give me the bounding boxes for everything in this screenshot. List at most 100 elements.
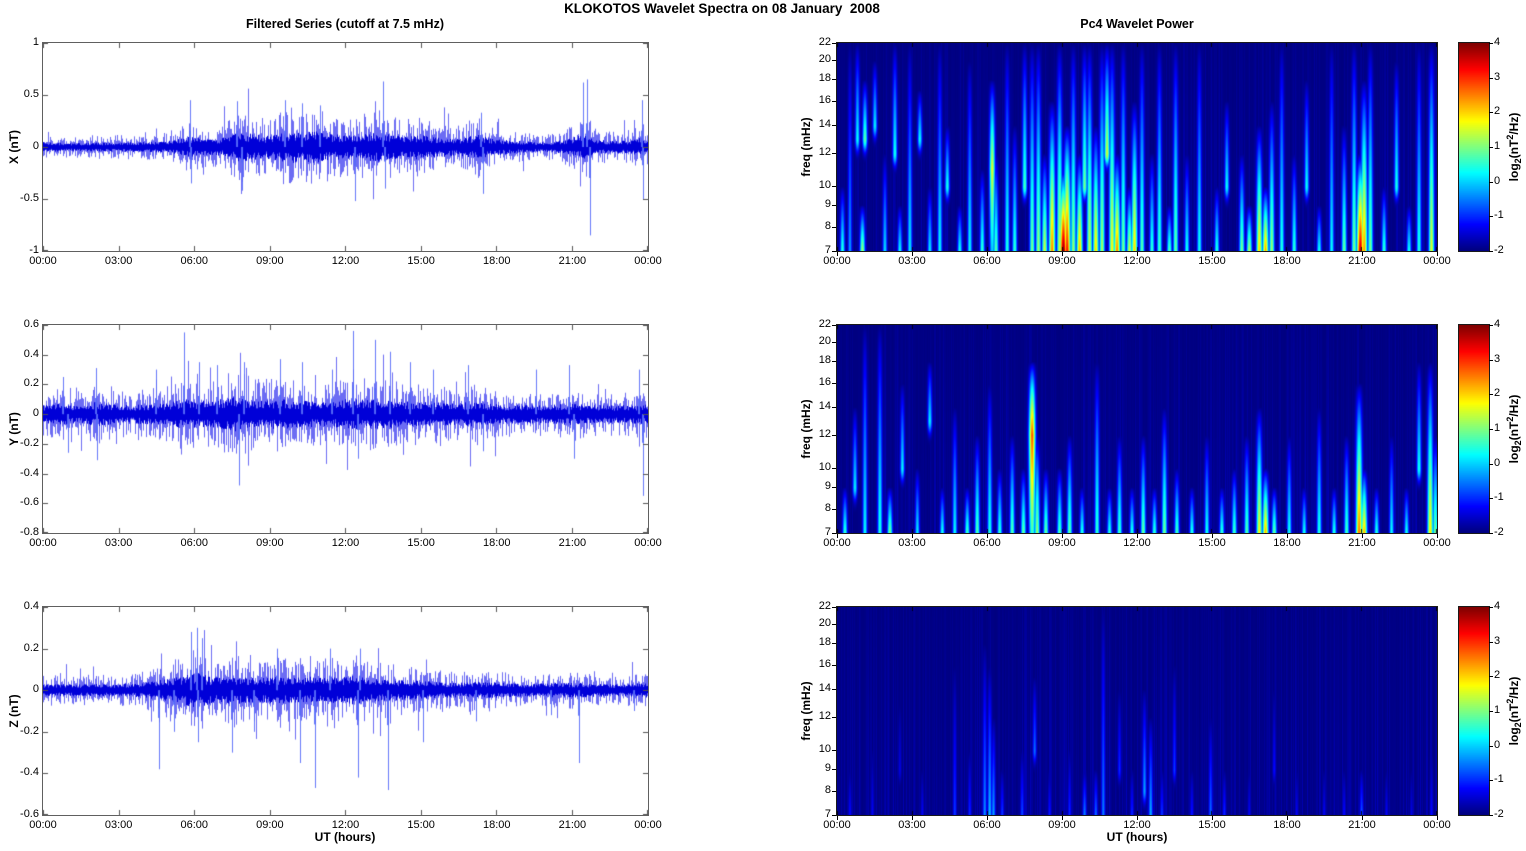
freq-tick-label: 14 <box>818 682 831 695</box>
colorbar-tick-label: -1 <box>1494 209 1504 222</box>
x-tick-mark <box>1362 816 1363 820</box>
x-tick-label: 21:00 <box>558 537 587 549</box>
colorbar-tick-label: 3 <box>1494 352 1501 365</box>
y-tick-label: 0.5 <box>23 88 39 100</box>
colorbar-tick-label: -2 <box>1494 526 1504 538</box>
freq-tick-label: 12 <box>818 428 831 441</box>
colorbar <box>1458 606 1490 816</box>
x-tick-label: 09:00 <box>256 819 284 831</box>
y-series-plot <box>42 324 649 534</box>
x-tick-label: 18:00 <box>1273 537 1301 549</box>
colorbar-tick-mark <box>1489 112 1493 113</box>
colorbar-tick-mark <box>1489 216 1493 217</box>
x-tick-label: 15:00 <box>407 819 435 831</box>
colorbar-tick-mark <box>1489 676 1493 677</box>
y-tick-label: -0.4 <box>20 466 39 479</box>
y-tick-label: 0 <box>32 407 39 420</box>
colorbar <box>1458 324 1490 534</box>
colorbar-canvas <box>1459 43 1489 251</box>
colorbar-tick-label: -2 <box>1494 808 1504 820</box>
y-tick-label: -0.8 <box>20 526 39 538</box>
freq-tick-label: 16 <box>818 657 831 670</box>
colorbar-tick-mark <box>1489 360 1493 361</box>
x-tick-label: 15:00 <box>1198 537 1226 549</box>
x-tick-label: 15:00 <box>407 537 435 549</box>
y-tick-label: -0.2 <box>20 724 39 737</box>
x-tick-label: 00:00 <box>823 537 851 549</box>
freq-tick-mark <box>832 607 836 608</box>
x-tick-mark <box>1062 252 1063 256</box>
freq-tick-label: 8 <box>824 501 831 514</box>
colorbar-tick-mark <box>1489 182 1493 183</box>
x-tick-mark <box>1212 252 1213 256</box>
x-tick-label: 00:00 <box>29 255 57 267</box>
colorbar-tick-label: 4 <box>1494 318 1501 330</box>
colorbar-tick-label: 0 <box>1494 174 1501 187</box>
x-tick-label: 12:00 <box>331 537 360 549</box>
x-tick-label: 06:00 <box>973 537 1001 549</box>
freq-tick-mark <box>832 487 836 488</box>
freq-tick-label: 20 <box>818 335 831 348</box>
y-tick-label: 0.6 <box>23 318 39 330</box>
colorbar-tick-label: 0 <box>1494 456 1501 469</box>
x-wavelet-spectrogram <box>836 42 1438 252</box>
x-tick-label: 03:00 <box>898 819 926 831</box>
colorbar-tick-mark <box>1489 746 1493 747</box>
x-tick-mark <box>1062 534 1063 538</box>
freq-tick-mark <box>832 468 836 469</box>
colorbar-tick-mark <box>1489 464 1493 465</box>
x-tick-label: 00:00 <box>29 819 57 831</box>
colorbar-tick-mark <box>1489 394 1493 395</box>
z-series-plot-canvas <box>43 607 648 815</box>
freq-tick-mark <box>832 509 836 510</box>
x-tick-label: 18:00 <box>1273 255 1301 267</box>
freq-tick-label: 7 <box>824 244 831 256</box>
y-tick-label: 0.2 <box>23 377 39 390</box>
colorbar-tick-label: 1 <box>1494 140 1501 152</box>
x-tick-label: 00:00 <box>1423 537 1451 549</box>
x-tick-label: 06:00 <box>973 819 1001 831</box>
colorbar-tick-mark <box>1489 325 1493 326</box>
colorbar-canvas <box>1459 607 1489 815</box>
freq-tick-label: 10 <box>818 461 831 474</box>
colorbar-tick-label: 0 <box>1494 738 1501 751</box>
x-tick-mark <box>837 534 838 538</box>
freq-tick-label: 10 <box>818 179 831 192</box>
z-series-y-axis-label: Z (nT) <box>7 694 21 728</box>
x-tick-label: 12:00 <box>1123 819 1151 831</box>
freq-tick-mark <box>832 533 836 534</box>
y-tick-label: 0.4 <box>23 347 39 360</box>
x-tick-label: 06:00 <box>973 255 1001 267</box>
freq-tick-label: 14 <box>818 400 831 413</box>
x-tick-label: 06:00 <box>180 255 209 267</box>
x-tick-label: 00:00 <box>634 819 662 831</box>
x-tick-mark <box>912 534 913 538</box>
y-tick-label: -1 <box>29 244 39 256</box>
x-tick-label: 00:00 <box>634 537 662 549</box>
freq-tick-mark <box>832 624 836 625</box>
freq-tick-label: 9 <box>824 480 831 493</box>
colorbar-tick-label: -2 <box>1494 244 1504 256</box>
freq-tick-mark <box>832 60 836 61</box>
colorbar-canvas <box>1459 325 1489 533</box>
freq-tick-mark <box>832 643 836 644</box>
y-spectrogram-canvas <box>837 325 1437 533</box>
freq-tick-label: 20 <box>818 617 831 630</box>
wavelet-power-title: Pc4 Wavelet Power <box>1080 17 1194 31</box>
x-tick-label: 21:00 <box>1348 819 1376 831</box>
y-tick-label: 0.2 <box>23 641 39 654</box>
freq-tick-mark <box>832 815 836 816</box>
colorbar-tick-mark <box>1489 642 1493 643</box>
freq-tick-mark <box>832 101 836 102</box>
x-tick-label: 15:00 <box>407 255 435 267</box>
colorbar-tick-mark <box>1489 711 1493 712</box>
x-tick-mark <box>987 816 988 820</box>
x-tick-mark <box>912 252 913 256</box>
colorbar-tick-mark <box>1489 780 1493 781</box>
freq-tick-label: 18 <box>818 636 831 649</box>
freq-tick-mark <box>832 435 836 436</box>
freq-tick-label: 9 <box>824 762 831 775</box>
x-tick-label: 21:00 <box>558 255 587 267</box>
x-tick-mark <box>1287 252 1288 256</box>
